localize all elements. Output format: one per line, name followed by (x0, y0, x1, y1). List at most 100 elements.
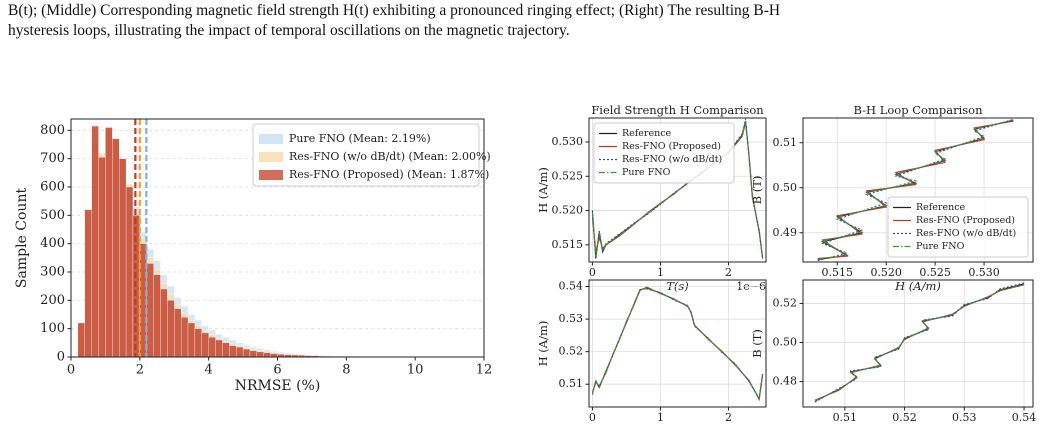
series-line (814, 283, 1025, 402)
x-tick-label: 1 (657, 411, 664, 424)
y-tick-label: 600 (40, 180, 65, 195)
y-tick-label: 300 (40, 265, 65, 280)
caption-line: hysteresis loops, illustrating the impac… (8, 22, 570, 39)
y-tick-label: 0.52 (773, 296, 798, 309)
histogram-bar (84, 209, 92, 358)
y-tick-label: 100 (40, 321, 65, 336)
plot-frame (588, 117, 767, 263)
x-tick-label: 0.53 (952, 411, 977, 424)
histogram-bar (112, 138, 120, 358)
y-axis-label: Sample Count (14, 188, 30, 289)
y-tick-label: 0.53 (559, 312, 584, 325)
plot-frame (588, 279, 767, 408)
legend-label: Reference (622, 128, 672, 139)
histogram-bar (215, 339, 223, 358)
histogram-bar (91, 125, 99, 358)
histogram-bar (77, 322, 85, 358)
histogram-bar (153, 274, 161, 358)
histogram-bar (208, 337, 216, 358)
histogram-bar (222, 342, 230, 358)
x-tick-label: 4 (205, 363, 213, 378)
histogram-bar (180, 317, 189, 358)
x-tick-label: 0.530 (968, 266, 1000, 279)
caption-line: B(t); (Middle) Corresponding magnetic fi… (8, 2, 781, 19)
x-tick-label: 0 (589, 411, 596, 424)
y-tick-label: 0.50 (773, 181, 798, 194)
x-tick-label: 0.51 (833, 411, 858, 424)
y-tick-label: 0.48 (773, 375, 798, 388)
x-tick-label: 0.515 (822, 266, 854, 279)
legend-swatch (259, 170, 283, 180)
plot-frame (802, 279, 1034, 408)
histogram-bar (187, 322, 196, 358)
histogram-bar (201, 332, 209, 358)
histogram-bar (160, 288, 168, 358)
x-tick-label: 0.525 (919, 266, 951, 279)
x-tick-label: 0.54 (1012, 411, 1037, 424)
y-tick-label: 0.50 (773, 336, 798, 349)
plot-frame (70, 118, 485, 358)
panel-title: B-H Loop Comparison (854, 103, 984, 117)
histogram-bar (229, 345, 237, 358)
x-tick-label: 0.520 (870, 266, 902, 279)
series-line (591, 288, 764, 400)
y-axis-label: H (A/m) (536, 321, 550, 367)
histogram-bar (242, 348, 251, 358)
y-tick-label: 500 (40, 208, 65, 223)
histogram-bar (119, 158, 127, 358)
x-tick-label: 0.52 (892, 411, 917, 424)
x-tick-label: 12 (476, 363, 493, 378)
x-axis-label: NRMSE (%) (235, 378, 321, 394)
x-tick-label: 6 (273, 363, 281, 378)
legend-label: Pure FNO (916, 241, 965, 252)
x-tick-label: 10 (407, 363, 424, 378)
x-axis-label: H (A/m) (894, 279, 941, 293)
y-axis-label: B (T) (750, 329, 764, 358)
y-tick-label: 0.51 (773, 136, 798, 149)
panel-title: Field Strength H Comparison (591, 103, 764, 117)
legend-swatch (259, 134, 283, 144)
y-tick-label: 0.525 (552, 169, 584, 182)
legend-box (887, 196, 1029, 258)
y-axis-label: H (A/m) (536, 167, 550, 213)
series-line (591, 286, 764, 402)
legend-label: Res-FNO (Proposed) (622, 141, 721, 152)
plot-frame (802, 117, 1034, 263)
legend-swatch (259, 152, 283, 162)
x-axis-label: T(s) (666, 279, 689, 293)
y-tick-label: 700 (40, 151, 65, 166)
legend-label: Pure FNO (622, 167, 671, 178)
y-tick-label: 400 (40, 236, 65, 251)
series-line (817, 120, 1014, 259)
histogram-bar (167, 300, 175, 358)
y-tick-label: 0.51 (559, 377, 584, 390)
histogram-bar (263, 352, 271, 358)
series-line (591, 118, 764, 258)
x-tick-label: 8 (342, 363, 350, 378)
y-tick-label: 800 (40, 123, 65, 138)
histogram-bar (105, 127, 113, 358)
y-tick-label: 200 (40, 293, 65, 308)
x-tick-label: 0 (67, 363, 75, 378)
x-tick-label: 2 (136, 363, 144, 378)
y-tick-label: 0.530 (552, 135, 584, 148)
y-tick-label: 0.52 (559, 345, 584, 358)
y-tick-label: 0 (57, 350, 65, 365)
y-tick-label: 0.49 (773, 226, 798, 239)
y-axis-label: B (T) (750, 176, 764, 205)
histogram-bar (256, 351, 264, 358)
histogram-bar (270, 353, 278, 358)
x-tick-label: 0 (589, 266, 596, 279)
legend-label: Reference (916, 202, 966, 213)
y-tick-label: 0.520 (552, 204, 584, 217)
histogram-bar (174, 308, 182, 358)
x-tick-label: 2 (725, 266, 732, 279)
histogram-bar (125, 186, 134, 358)
histogram-bar (98, 157, 106, 358)
histogram-bar (194, 328, 202, 358)
legend-label: Res-FNO (Proposed) (Mean: 1.87%) (289, 168, 489, 181)
histogram-bar (236, 346, 244, 358)
series-line (591, 287, 764, 401)
